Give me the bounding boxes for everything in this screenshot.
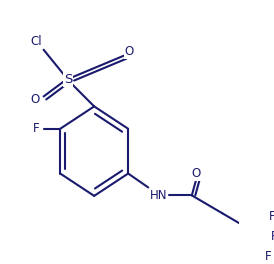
Text: O: O — [30, 93, 39, 106]
Text: F: F — [271, 230, 274, 243]
Text: F: F — [265, 249, 272, 262]
Text: F: F — [269, 210, 274, 223]
Text: S: S — [64, 73, 72, 86]
Text: O: O — [124, 45, 134, 58]
Text: O: O — [192, 167, 201, 180]
Text: HN: HN — [150, 189, 167, 202]
Text: F: F — [32, 122, 39, 135]
Text: Cl: Cl — [31, 35, 42, 48]
